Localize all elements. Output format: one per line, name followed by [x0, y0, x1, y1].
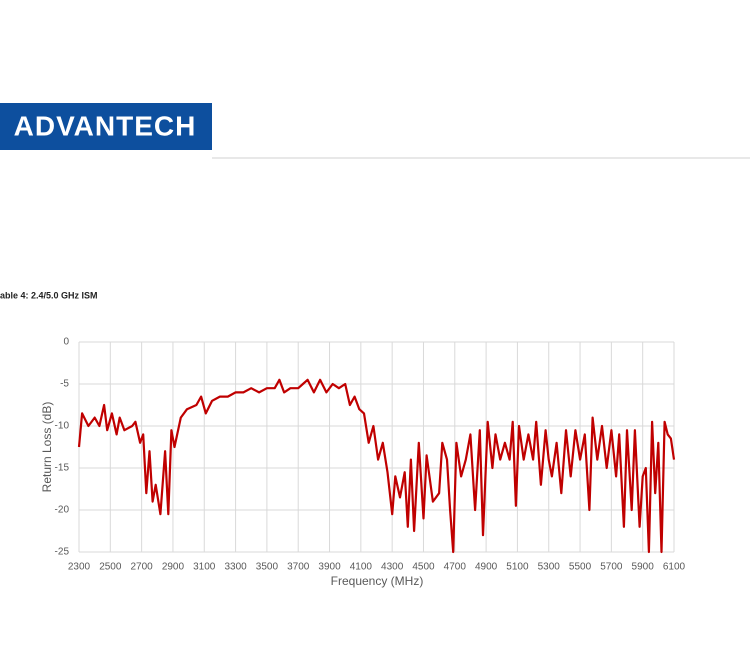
x-tick-label: 2900 [162, 562, 185, 573]
logo: ADVANTECH [14, 110, 197, 141]
x-tick-label: 5700 [600, 562, 623, 573]
x-tick-label: 4900 [475, 562, 498, 573]
x-tick-label: 4700 [444, 562, 467, 573]
x-tick-label: 2700 [131, 562, 154, 573]
logo-box [0, 103, 212, 150]
x-tick-label: 4500 [412, 562, 435, 573]
y-tick-label: -15 [55, 463, 70, 474]
x-tick-label: 2500 [99, 562, 122, 573]
x-tick-label: 5100 [506, 562, 529, 573]
x-axis-label: Frequency (MHz) [331, 574, 424, 588]
y-tick-label: -25 [55, 547, 70, 558]
x-tick-label: 5900 [632, 562, 655, 573]
x-tick-label: 3900 [318, 562, 341, 573]
x-tick-label: 3500 [256, 562, 279, 573]
y-tick-label: -10 [55, 421, 70, 432]
y-tick-label: -20 [55, 505, 70, 516]
x-tick-label: 3300 [224, 562, 247, 573]
y-axis-label: Return Loss (dB) [40, 402, 54, 493]
x-tick-label: 2300 [68, 562, 91, 573]
x-tick-label: 6100 [663, 562, 686, 573]
x-tick-label: 4100 [350, 562, 373, 573]
x-tick-label: 3700 [287, 562, 310, 573]
y-tick-label: 0 [63, 337, 69, 348]
x-tick-label: 3100 [193, 562, 216, 573]
caption: able 4: 2.4/5.0 GHz ISM [0, 290, 98, 300]
y-tick-label: -5 [60, 379, 69, 390]
x-tick-label: 5300 [538, 562, 561, 573]
x-tick-label: 5500 [569, 562, 592, 573]
x-tick-label: 4300 [381, 562, 404, 573]
data-line [77, 378, 676, 554]
